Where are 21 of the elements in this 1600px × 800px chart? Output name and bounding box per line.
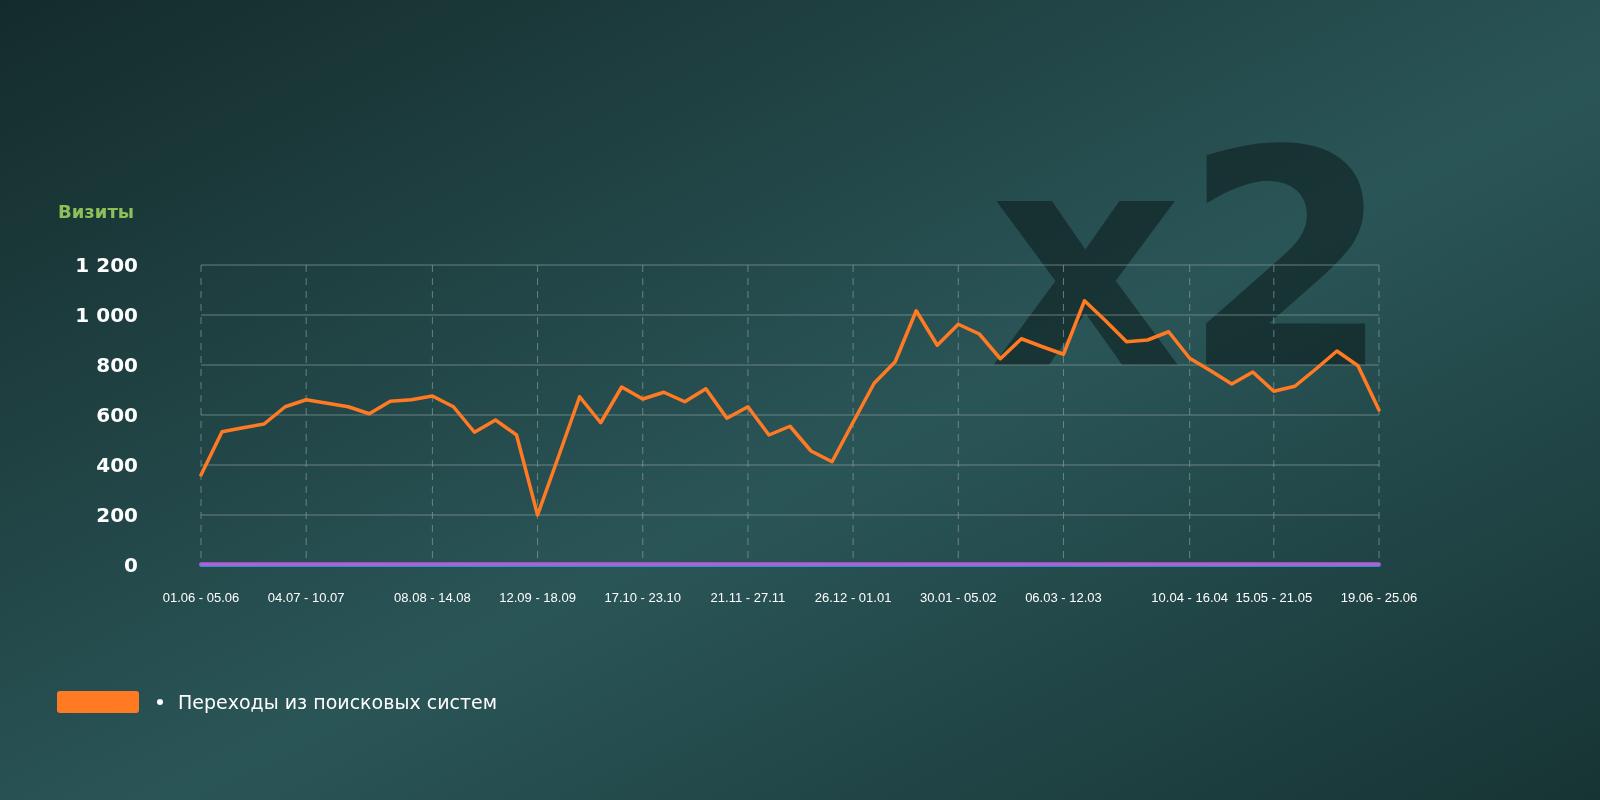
x-tick-label: 17.10 - 23.10 <box>604 590 682 605</box>
x-tick-label: 21.11 - 27.11 <box>710 590 786 605</box>
y-axis-title: Визиты <box>58 201 135 222</box>
x-tick-label: 19.06 - 25.06 <box>1340 590 1418 605</box>
y-tick-label: 800 <box>96 353 138 377</box>
x-tick-label: 04.07 - 10.07 <box>267 590 345 605</box>
x-tick-label: 08.08 - 14.08 <box>394 590 471 605</box>
y-tick-label: 0 <box>124 553 138 577</box>
x-tick-label: 01.06 - 05.06 <box>162 590 240 605</box>
x-tick-label: 15.05 - 21.05 <box>1235 590 1313 605</box>
x-tick-label: 10.04 - 16.04 <box>1151 590 1228 605</box>
x-tick-label: 26.12 - 01.01 <box>814 590 892 605</box>
x-tick-label: 12.09 - 18.09 <box>499 590 576 605</box>
y-tick-label: 400 <box>96 453 138 477</box>
text: Переходы из поисковых систем <box>178 690 498 713</box>
x-tick-label: 06.03 - 12.03 <box>1025 590 1102 605</box>
y-tick-label: 200 <box>96 503 138 527</box>
y-tick-label: 1 200 <box>75 253 138 277</box>
y-tick-label: 600 <box>96 403 138 427</box>
x-tick-label: 30.01 - 05.02 <box>919 590 997 605</box>
y-tick-label: 1 000 <box>75 303 138 327</box>
